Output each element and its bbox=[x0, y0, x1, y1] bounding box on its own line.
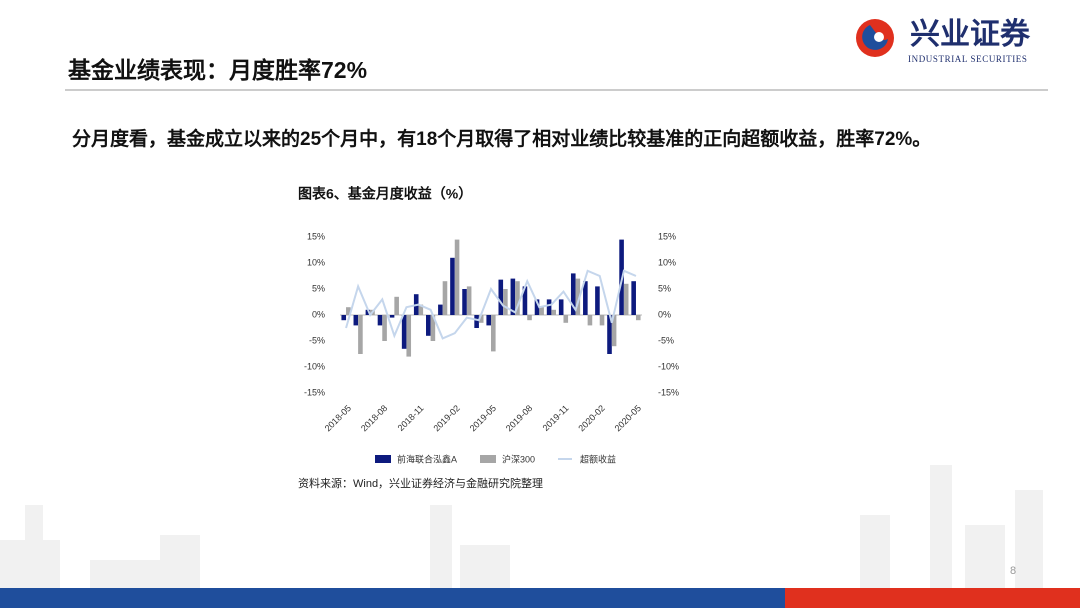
bar bbox=[551, 309, 556, 315]
x-tick-label: 2020-05 bbox=[613, 403, 643, 433]
bar bbox=[353, 315, 359, 326]
y2-tick-label: -15% bbox=[658, 387, 679, 397]
x-tick-label: 2020-02 bbox=[576, 403, 606, 433]
bar bbox=[426, 315, 431, 336]
bar bbox=[575, 278, 581, 315]
bar bbox=[611, 315, 617, 347]
x-tick-label: 2018-11 bbox=[396, 403, 426, 433]
x-tick-label: 2019-08 bbox=[504, 403, 534, 433]
bar bbox=[341, 315, 347, 321]
legend-label: 前海联合泓鑫A bbox=[397, 453, 457, 464]
body-text: 分月度看，基金成立以来的25个月中，有18个月取得了相对业绩比较基准的正向超额收… bbox=[72, 129, 932, 150]
y2-tick-label: 0% bbox=[658, 309, 671, 319]
bar bbox=[438, 304, 443, 315]
bar bbox=[406, 315, 412, 357]
x-tick-label: 2019-05 bbox=[468, 403, 498, 433]
bar bbox=[346, 307, 351, 315]
y2-tick-label: 15% bbox=[658, 231, 676, 241]
bar bbox=[466, 286, 472, 315]
bar bbox=[442, 281, 448, 315]
bar bbox=[534, 299, 540, 315]
bar bbox=[418, 304, 424, 315]
x-tick-label: 2019-11 bbox=[541, 403, 571, 433]
y-tick-label: -15% bbox=[304, 387, 325, 397]
y-tick-label: -5% bbox=[309, 335, 325, 345]
logo-text: 兴业证券 bbox=[910, 18, 1031, 51]
line bbox=[345, 269, 637, 340]
bar bbox=[382, 315, 387, 341]
bar bbox=[631, 281, 636, 315]
y2-tick-label: -10% bbox=[658, 361, 679, 371]
bar bbox=[607, 315, 612, 354]
y-tick-label: 10% bbox=[307, 257, 325, 267]
bar bbox=[623, 283, 629, 315]
page-number: 8 bbox=[1010, 565, 1016, 577]
y-tick-label: -10% bbox=[304, 361, 325, 371]
y-tick-label: 15% bbox=[307, 231, 325, 241]
x-tick-label: 2018-08 bbox=[359, 403, 389, 433]
legend-swatch bbox=[375, 455, 391, 463]
bar bbox=[498, 279, 504, 315]
bar bbox=[635, 315, 641, 321]
bar bbox=[558, 299, 564, 315]
bar bbox=[539, 307, 544, 315]
y2-tick-label: 5% bbox=[658, 283, 671, 293]
bar bbox=[450, 257, 455, 315]
bar bbox=[527, 315, 532, 321]
x-tick-label: 2019-02 bbox=[431, 403, 461, 433]
y2-tick-label: 10% bbox=[658, 257, 676, 267]
bar bbox=[474, 315, 479, 328]
y-tick-label: 5% bbox=[312, 283, 325, 293]
logo-subtext: INDUSTRIAL SECURITIES bbox=[908, 54, 1028, 64]
bar bbox=[583, 281, 588, 315]
slide-title: 基金业绩表现：月度胜率72% bbox=[68, 57, 367, 83]
bar bbox=[546, 299, 552, 315]
bar bbox=[394, 296, 399, 315]
bar bbox=[377, 315, 383, 326]
y2-tick-label: -5% bbox=[658, 335, 674, 345]
legend-label: 沪深300 bbox=[502, 453, 535, 464]
bar bbox=[587, 315, 593, 326]
bar bbox=[595, 286, 600, 315]
bar bbox=[454, 239, 460, 315]
bar bbox=[563, 315, 569, 323]
legend-label: 超额收益 bbox=[580, 453, 616, 464]
footer-bar bbox=[0, 588, 785, 608]
bar bbox=[389, 315, 395, 318]
bar bbox=[599, 315, 605, 326]
bar bbox=[491, 315, 496, 352]
bar bbox=[430, 315, 436, 341]
bar bbox=[365, 309, 371, 315]
bar bbox=[503, 289, 508, 315]
bar bbox=[478, 315, 484, 323]
bar bbox=[515, 281, 520, 315]
y-tick-label: 0% bbox=[312, 309, 325, 319]
bar bbox=[462, 289, 467, 315]
legend-swatch bbox=[480, 455, 496, 463]
chart-title: 图表6、基金月度收益（%） bbox=[298, 186, 472, 202]
bar bbox=[358, 315, 363, 354]
x-tick-label: 2018-05 bbox=[323, 403, 353, 433]
bar bbox=[510, 278, 516, 315]
bar bbox=[570, 273, 576, 315]
footer-bar bbox=[785, 588, 1080, 608]
logo-icon bbox=[874, 32, 884, 42]
bar bbox=[522, 286, 528, 315]
source: 资料来源：Wind，兴业证券经济与金融研究院整理 bbox=[298, 476, 543, 490]
skyline bbox=[0, 465, 1043, 590]
bar bbox=[401, 315, 407, 349]
bar bbox=[486, 315, 491, 326]
